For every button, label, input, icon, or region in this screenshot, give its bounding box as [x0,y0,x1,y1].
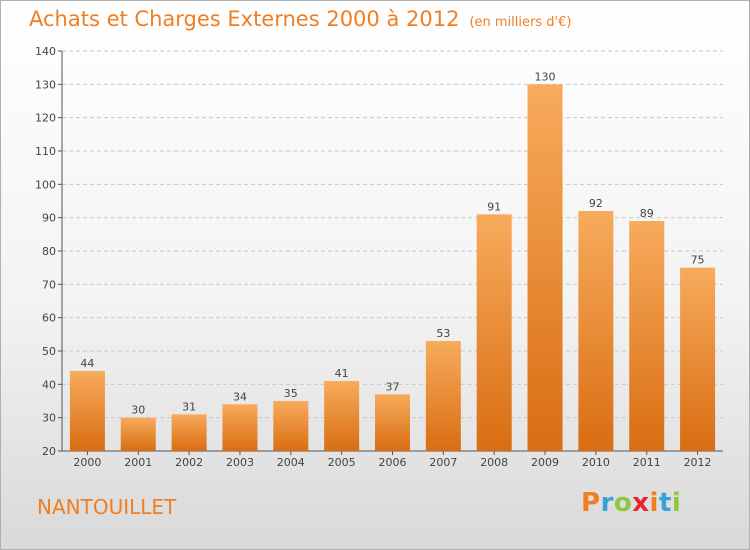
y-tick-label: 40 [42,378,56,391]
logo-letter: i [671,488,682,518]
x-tick-label: 2006 [379,456,407,469]
bar [680,267,716,451]
x-tick-label: 2010 [582,456,610,469]
y-tick-label: 140 [35,45,56,58]
x-tick-label: 2000 [73,456,101,469]
y-tick-label: 20 [42,445,56,458]
bar [69,371,105,451]
logo-letter: o [613,488,633,518]
bar [273,401,309,451]
y-tick-label: 90 [42,212,56,225]
bar [578,211,614,451]
chart-title-text: Achats et Charges Externes 2000 à 2012 [29,7,460,31]
data-label: 44 [80,357,94,370]
bar [425,341,461,451]
x-tick-label: 2005 [328,456,356,469]
y-tick-label: 50 [42,345,56,358]
chart-title: Achats et Charges Externes 2000 à 2012 (e… [29,7,571,31]
logo-letter: P [581,488,601,518]
y-tick-label: 110 [35,145,56,158]
place-name: NANTOUILLET [37,495,177,519]
data-label: 89 [640,207,654,220]
data-label: 31 [182,400,196,413]
x-tick-label: 2002 [175,456,203,469]
data-label: 34 [233,390,247,403]
bar [527,84,563,451]
logo-letter: x [632,488,650,518]
bar [375,394,410,451]
x-tick-label: 2007 [429,456,457,469]
proxiti-logo: Proxiti [581,488,681,518]
y-tick-label: 100 [35,178,56,191]
bar [171,414,207,451]
chart-subtitle: (en milliers d'€) [469,15,572,30]
data-label: 37 [386,380,400,393]
data-label: 75 [691,254,705,267]
y-tick-label: 130 [35,78,56,91]
data-label: 53 [436,327,450,340]
x-tick-label: 2003 [226,456,254,469]
y-tick-label: 120 [35,112,56,125]
y-tick-label: 60 [42,312,56,325]
data-label: 92 [589,197,603,210]
data-label: 41 [335,367,349,380]
logo-letter: t [658,488,672,518]
data-label: 35 [284,387,298,400]
bar [324,381,360,451]
bar [629,221,665,451]
logo-letter: i [649,488,659,518]
x-tick-label: 2001 [124,456,152,469]
x-tick-label: 2004 [277,456,305,469]
y-tick-label: 30 [42,412,56,425]
x-tick-label: 2008 [480,456,508,469]
bar [120,417,156,451]
y-tick-label: 70 [42,278,56,291]
data-label: 30 [131,404,145,417]
x-tick-label: 2009 [531,456,559,469]
data-label: 91 [487,200,501,213]
y-tick-label: 80 [42,245,56,258]
data-label: 130 [535,70,556,83]
bar [222,404,258,451]
bar [476,214,512,451]
x-tick-label: 2012 [684,456,712,469]
x-tick-label: 2011 [633,456,661,469]
logo-letter: r [600,488,614,518]
